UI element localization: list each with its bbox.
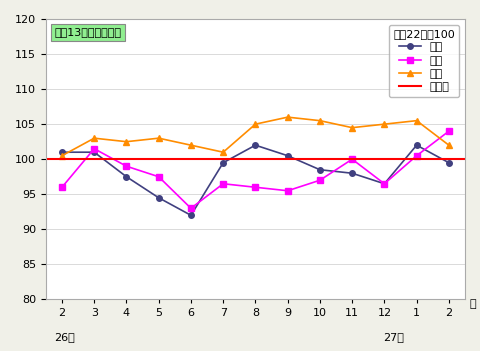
Text: 月: 月 — [469, 299, 476, 310]
出荷 — [91, 147, 97, 151]
出荷 — [59, 185, 65, 189]
Line: 出荷: 出荷 — [59, 128, 452, 211]
在庫 — [349, 126, 355, 130]
出荷 — [285, 188, 290, 193]
出荷 — [252, 185, 258, 189]
在庫 — [414, 119, 420, 123]
出荷 — [188, 206, 194, 210]
Line: 生産: 生産 — [59, 143, 452, 218]
出荷 — [382, 181, 387, 186]
Text: 26年: 26年 — [54, 332, 75, 343]
Line: 在庫: 在庫 — [59, 114, 452, 159]
在庫 — [382, 122, 387, 126]
基準値 — [59, 157, 65, 161]
出荷 — [123, 164, 129, 168]
出荷 — [414, 154, 420, 158]
出荷 — [220, 181, 226, 186]
出荷 — [156, 175, 162, 179]
在庫 — [156, 136, 162, 140]
生産 — [446, 161, 452, 165]
生産 — [382, 181, 387, 186]
生産 — [317, 168, 323, 172]
在庫 — [91, 136, 97, 140]
在庫 — [188, 143, 194, 147]
生産 — [123, 175, 129, 179]
生産 — [220, 161, 226, 165]
Text: 27年: 27年 — [383, 332, 404, 343]
出荷 — [446, 129, 452, 133]
生産 — [156, 196, 162, 200]
在庫 — [252, 122, 258, 126]
在庫 — [285, 115, 290, 119]
生産 — [91, 150, 97, 154]
Text: 最近13か月間の動き: 最近13か月間の動き — [54, 27, 121, 38]
生産 — [252, 143, 258, 147]
在庫 — [317, 119, 323, 123]
出荷 — [317, 178, 323, 183]
生産 — [349, 171, 355, 176]
基準値 — [91, 157, 97, 161]
在庫 — [446, 143, 452, 147]
生産 — [414, 143, 420, 147]
生産 — [59, 150, 65, 154]
在庫 — [123, 140, 129, 144]
生産 — [188, 213, 194, 217]
出荷 — [349, 157, 355, 161]
Legend: 生産, 出荷, 在庫, 基準値: 生産, 出荷, 在庫, 基準値 — [389, 25, 459, 97]
在庫 — [59, 154, 65, 158]
在庫 — [220, 150, 226, 154]
生産 — [285, 154, 290, 158]
